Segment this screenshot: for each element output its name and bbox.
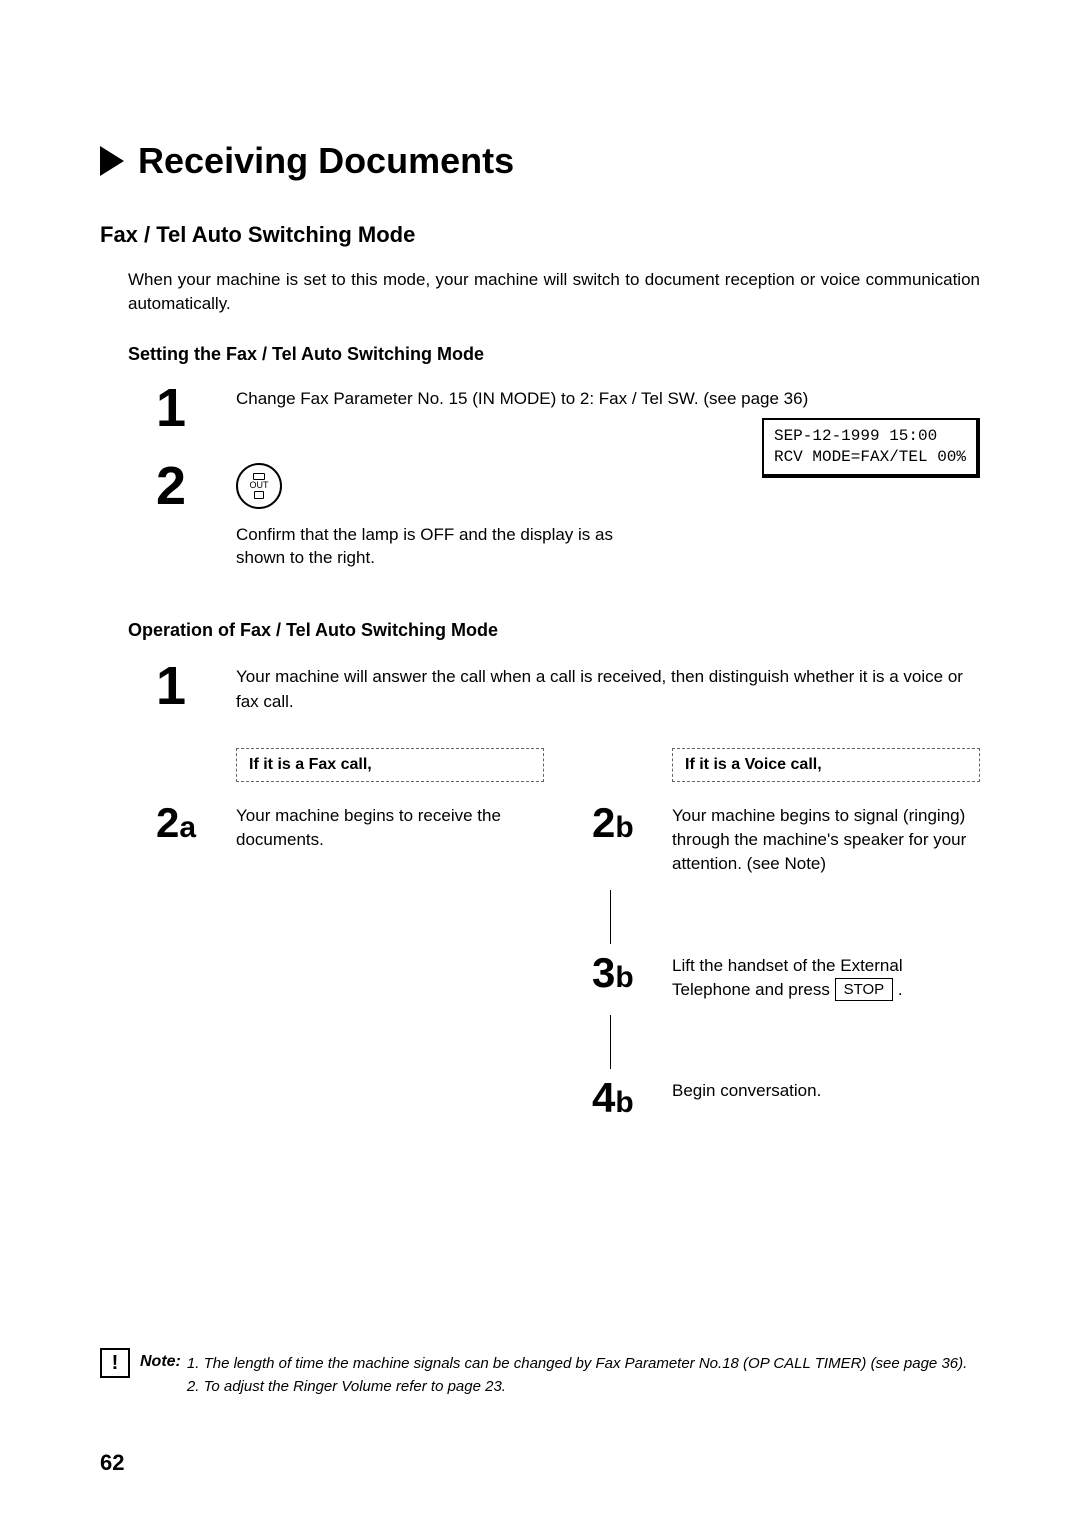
triangle-icon <box>100 146 124 176</box>
page-number: 62 <box>100 1450 124 1476</box>
step-number: 3b <box>592 952 672 1002</box>
step-text: Your machine begins to signal (ringing) … <box>672 802 980 875</box>
intro-paragraph: When your machine is set to this mode, y… <box>128 268 980 316</box>
note-item-2: 2. To adjust the Ringer Volume refer to … <box>187 1376 967 1399</box>
flow-line-icon <box>610 1015 611 1069</box>
out-lamp-icon: OUT <box>236 463 282 509</box>
note-block: ! Note: 1. The length of time the machin… <box>100 1348 980 1398</box>
note-list: 1. The length of time the machine signal… <box>187 1348 967 1398</box>
lcd-line-2: RCV MODE=FAX/TEL 00% <box>774 448 966 466</box>
operation-subheading: Operation of Fax / Tel Auto Switching Mo… <box>128 620 980 641</box>
operation-branches: If it is a Fax call, 2a Your machine beg… <box>156 748 980 1133</box>
title-row: Receiving Documents <box>100 140 980 182</box>
step-2b: 2b Your machine begins to signal (ringin… <box>592 802 980 875</box>
step-number: 2a <box>156 802 236 852</box>
fax-branch-label: If it is a Fax call, <box>236 748 544 782</box>
step-text: Your machine will answer the call when a… <box>236 659 980 714</box>
voice-branch: If it is a Voice call, 2b Your machine b… <box>592 748 980 1133</box>
out-icon-label: OUT <box>250 481 269 490</box>
step-number: 1 <box>156 659 236 714</box>
step-3b: 3b Lift the handset of the External Tele… <box>592 952 980 1002</box>
page-title: Receiving Documents <box>138 140 514 182</box>
voice-branch-label: If it is a Voice call, <box>672 748 980 782</box>
step-2a: 2a Your machine begins to receive the do… <box>156 802 544 852</box>
note-icon: ! <box>100 1348 130 1378</box>
fax-branch: If it is a Fax call, 2a Your machine beg… <box>156 748 544 1133</box>
confirm-text: Confirm that the lamp is OFF and the dis… <box>236 523 656 571</box>
step-text: Begin conversation. <box>672 1077 821 1119</box>
stop-key: STOP <box>835 978 894 1001</box>
step-3b-text-post: . <box>893 980 902 999</box>
step-text: Lift the handset of the External Telepho… <box>672 952 980 1002</box>
step-number: 4b <box>592 1077 672 1119</box>
lcd-display: SEP-12-1999 15:00 RCV MODE=FAX/TEL 00% <box>762 418 980 478</box>
step-text: Your machine begins to receive the docum… <box>236 802 544 852</box>
operation-step-1: 1 Your machine will answer the call when… <box>156 659 980 714</box>
flow-line-icon <box>610 890 611 944</box>
step-number: 1 <box>156 381 236 435</box>
step-4b: 4b Begin conversation. <box>592 1077 980 1119</box>
step-number: 2b <box>592 802 672 875</box>
lcd-line-1: SEP-12-1999 15:00 <box>774 427 937 445</box>
step-number: 2 <box>156 459 236 513</box>
setting-subheading: Setting the Fax / Tel Auto Switching Mod… <box>128 344 980 365</box>
section-heading: Fax / Tel Auto Switching Mode <box>100 222 980 248</box>
note-item-1: 1. The length of time the machine signal… <box>187 1353 967 1376</box>
note-label: Note: <box>140 1348 181 1371</box>
